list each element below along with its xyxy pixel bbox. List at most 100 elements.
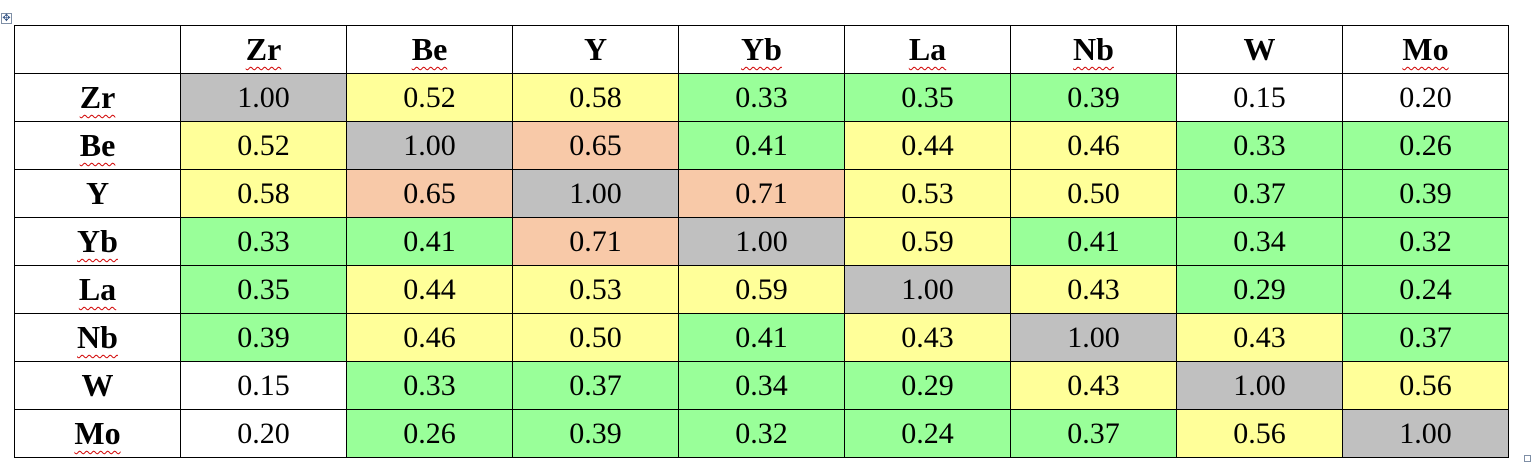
row-header-label: Zr xyxy=(79,79,116,115)
table-cell: 0.37 xyxy=(1176,169,1343,218)
table-cell: 0.26 xyxy=(346,409,513,458)
table-cell: 1.00 xyxy=(346,121,513,170)
column-header-label: La xyxy=(908,31,947,67)
row-header-w: W xyxy=(14,361,181,410)
table-cell: 0.43 xyxy=(1176,313,1343,362)
table-cell: 0.20 xyxy=(180,409,347,458)
row-header-be: Be xyxy=(14,121,181,170)
table-cell: 0.44 xyxy=(844,121,1011,170)
row-header-label: W xyxy=(81,367,114,403)
table-cell: 0.29 xyxy=(1176,265,1343,314)
table-cell: 0.39 xyxy=(1010,73,1177,122)
table-cell: 0.39 xyxy=(1342,169,1509,218)
table-cell: 0.59 xyxy=(678,265,845,314)
column-header-mo: Mo xyxy=(1342,25,1509,74)
table-cell: 1.00 xyxy=(512,169,679,218)
table-cell: 0.32 xyxy=(678,409,845,458)
table-cell: 0.34 xyxy=(678,361,845,410)
table-body: Zr 1.00 0.52 0.58 0.33 0.35 0.39 0.15 0.20 Be 0.52… xyxy=(14,73,1509,458)
column-header-nb: Nb xyxy=(1010,25,1177,74)
table-cell: 0.35 xyxy=(180,265,347,314)
table-cell: 0.43 xyxy=(1010,361,1177,410)
table-cell: 0.41 xyxy=(678,121,845,170)
table-row: Zr 1.00 0.52 0.58 0.33 0.35 0.39 0.15 0.20 xyxy=(14,73,1509,122)
table-cell: 0.41 xyxy=(678,313,845,362)
row-header-yb: Yb xyxy=(14,217,181,266)
column-header-label: Zr xyxy=(245,31,282,67)
table-row: Mo 0.20 0.26 0.39 0.32 0.24 0.37 0.56 1.00 xyxy=(14,409,1509,458)
correlation-table: Zr Be Y Yb La Nb W Mo Zr 1.00 0.52 0.58 0.33 0.35 0.3… xyxy=(14,25,1509,458)
row-header-label: Nb xyxy=(77,319,118,355)
table-cell: 0.41 xyxy=(1010,217,1177,266)
column-header-w: W xyxy=(1176,25,1343,74)
column-header-label: Nb xyxy=(1073,31,1114,67)
row-header-label: Be xyxy=(79,127,116,163)
table-cell: 0.58 xyxy=(180,169,347,218)
table-cell: 0.71 xyxy=(512,217,679,266)
table-resize-icon[interactable] xyxy=(1524,455,1531,462)
table-cell: 0.59 xyxy=(844,217,1011,266)
table-cell: 0.52 xyxy=(180,121,347,170)
table-move-icon[interactable]: ✥ xyxy=(1,13,12,24)
table-row: Nb 0.39 0.46 0.50 0.41 0.43 1.00 0.43 0.37 xyxy=(14,313,1509,362)
column-header-la: La xyxy=(844,25,1011,74)
row-header-mo: Mo xyxy=(14,409,181,458)
row-header-y: Y xyxy=(14,169,181,218)
row-header-label: La xyxy=(78,271,117,307)
table-cell: 0.33 xyxy=(346,361,513,410)
table-cell: 1.00 xyxy=(1342,409,1509,458)
table-cell: 0.29 xyxy=(844,361,1011,410)
table-cell: 0.53 xyxy=(844,169,1011,218)
column-header-y: Y xyxy=(512,25,679,74)
column-header-be: Be xyxy=(346,25,513,74)
table-cell: 1.00 xyxy=(180,73,347,122)
table-cell: 0.71 xyxy=(678,169,845,218)
table-row: Y 0.58 0.65 1.00 0.71 0.53 0.50 0.37 0.39 xyxy=(14,169,1509,218)
row-header-label: Y xyxy=(85,175,110,211)
table-cell: 0.46 xyxy=(346,313,513,362)
table-cell: 0.56 xyxy=(1176,409,1343,458)
table-cell: 0.15 xyxy=(180,361,347,410)
row-header-la: La xyxy=(14,265,181,314)
table-cell: 0.53 xyxy=(512,265,679,314)
table-cell: 0.41 xyxy=(346,217,513,266)
table-cell: 1.00 xyxy=(1010,313,1177,362)
column-header-yb: Yb xyxy=(678,25,845,74)
column-header-label: Be xyxy=(411,31,448,67)
table-cell: 0.24 xyxy=(844,409,1011,458)
column-header-zr: Zr xyxy=(180,25,347,74)
table-cell: 0.52 xyxy=(346,73,513,122)
table-row: Be 0.52 1.00 0.65 0.41 0.44 0.46 0.33 0.26 xyxy=(14,121,1509,170)
table-cell: 0.65 xyxy=(512,121,679,170)
row-header-zr: Zr xyxy=(14,73,181,122)
table-cell: 0.50 xyxy=(512,313,679,362)
corner-cell xyxy=(14,25,181,74)
header-row: Zr Be Y Yb La Nb W Mo xyxy=(14,25,1509,74)
table-cell: 0.50 xyxy=(1010,169,1177,218)
table-cell: 0.15 xyxy=(1176,73,1343,122)
table-row: La 0.35 0.44 0.53 0.59 1.00 0.43 0.29 0.24 xyxy=(14,265,1509,314)
row-header-label: Mo xyxy=(74,415,121,451)
row-header-nb: Nb xyxy=(14,313,181,362)
table-cell: 0.56 xyxy=(1342,361,1509,410)
table-cell: 0.35 xyxy=(844,73,1011,122)
table-cell: 0.24 xyxy=(1342,265,1509,314)
column-header-label: W xyxy=(1243,31,1276,67)
table-cell: 0.43 xyxy=(844,313,1011,362)
table-cell: 0.39 xyxy=(512,409,679,458)
table-row: Yb 0.33 0.41 0.71 1.00 0.59 0.41 0.34 0.32 xyxy=(14,217,1509,266)
table-cell: 0.46 xyxy=(1010,121,1177,170)
table-cell: 0.20 xyxy=(1342,73,1509,122)
table-cell: 0.37 xyxy=(1342,313,1509,362)
table-cell: 0.33 xyxy=(1176,121,1343,170)
table-cell: 0.65 xyxy=(346,169,513,218)
column-header-label: Mo xyxy=(1402,31,1449,67)
table-cell: 0.34 xyxy=(1176,217,1343,266)
table-cell: 0.32 xyxy=(1342,217,1509,266)
table-cell: 0.33 xyxy=(180,217,347,266)
table-cell: 1.00 xyxy=(678,217,845,266)
table-cell: 0.58 xyxy=(512,73,679,122)
column-header-label: Y xyxy=(583,31,608,67)
table-cell: 0.37 xyxy=(1010,409,1177,458)
